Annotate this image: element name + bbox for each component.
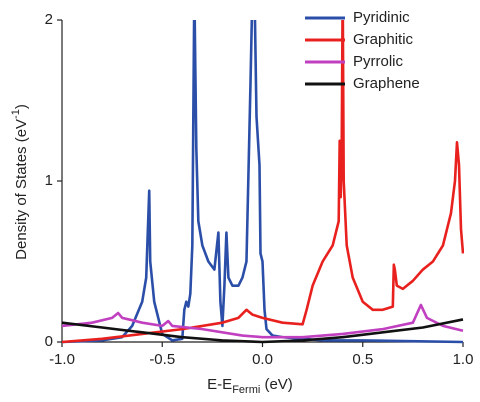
- x-label-sub: Fermi: [232, 384, 260, 396]
- y-label-tail: ): [13, 104, 30, 109]
- data-line: [62, 20, 464, 344]
- legend-label: Graphitic: [353, 31, 414, 48]
- y-label-main: Density of States (eV: [13, 119, 30, 260]
- data-line: [62, 20, 464, 344]
- x-axis-label: E-EFermi (eV): [207, 376, 293, 396]
- legend-label: Graphene: [353, 75, 420, 92]
- legend-label: Pyrrolic: [353, 53, 404, 70]
- x-tick-label: 0.0: [252, 351, 273, 368]
- y-label-sup: -1: [10, 109, 22, 119]
- x-tick-label: -1.0: [49, 351, 75, 368]
- x-tick-label: -0.5: [149, 351, 175, 368]
- x-tick-label: 1.0: [453, 351, 474, 368]
- plot-area: [62, 20, 464, 344]
- data-line: [62, 318, 464, 344]
- y-tick-label: 1: [45, 172, 53, 189]
- data-line: [62, 303, 464, 339]
- x-label-main: E-E: [207, 376, 232, 393]
- x-label-tail: (eV): [260, 376, 293, 393]
- x-tick-label: 0.5: [352, 351, 373, 368]
- y-tick-label: 2: [45, 11, 53, 28]
- legend-label: Pyridinic: [353, 9, 410, 26]
- y-tick-label: 0: [45, 333, 53, 350]
- y-axis-label: Density of States (eV-1): [10, 104, 30, 260]
